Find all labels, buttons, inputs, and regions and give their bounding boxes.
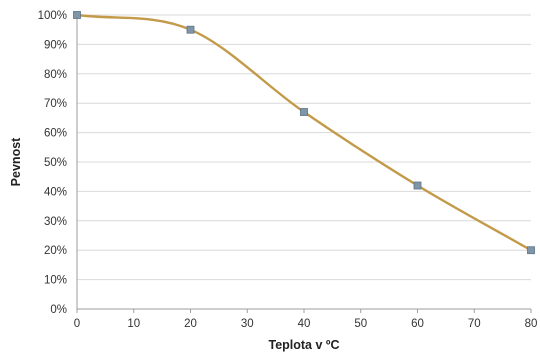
x-tick-label: 30 xyxy=(241,318,254,330)
x-tick-label: 60 xyxy=(411,318,424,330)
y-tick-label: 40% xyxy=(44,186,67,198)
x-tick-labels: 0 10 20 30 40 50 60 70 80 xyxy=(74,318,538,330)
x-tick-label: 0 xyxy=(74,318,80,330)
data-point-marker xyxy=(300,108,308,116)
axes xyxy=(76,15,532,313)
y-tick-label: 90% xyxy=(44,39,67,51)
y-tick-label: 50% xyxy=(44,157,67,169)
data-point-marker xyxy=(73,11,81,19)
y-tick-labels: 0% 10% 20% 30% 40% 50% 60% 70% 80% 90% 100% xyxy=(38,10,67,316)
y-tick-label: 30% xyxy=(44,216,67,228)
y-tick-label: 10% xyxy=(44,275,67,287)
data-point-marker xyxy=(186,25,195,34)
y-tick-label: 100% xyxy=(38,10,67,22)
x-tick-label: 70 xyxy=(468,318,481,330)
y-tick-label: 70% xyxy=(44,98,67,110)
x-tick-label: 10 xyxy=(127,318,140,330)
y-tick-label: 0% xyxy=(50,304,67,316)
x-tick-label: 40 xyxy=(298,318,311,330)
y-tick-label: 20% xyxy=(44,245,67,257)
y-axis-title: Pevnost xyxy=(9,137,23,186)
y-tick-label: 80% xyxy=(44,69,67,81)
series-group xyxy=(73,11,535,255)
data-point-marker xyxy=(527,246,535,255)
data-point-marker xyxy=(413,181,422,190)
x-tick-label: 80 xyxy=(525,318,538,330)
x-axis-title: Teplota v ºC xyxy=(268,338,339,352)
gridlines xyxy=(77,14,531,281)
x-tick-label: 50 xyxy=(354,318,367,330)
y-tick-label: 60% xyxy=(44,128,67,140)
x-tick-label: 20 xyxy=(184,318,197,330)
